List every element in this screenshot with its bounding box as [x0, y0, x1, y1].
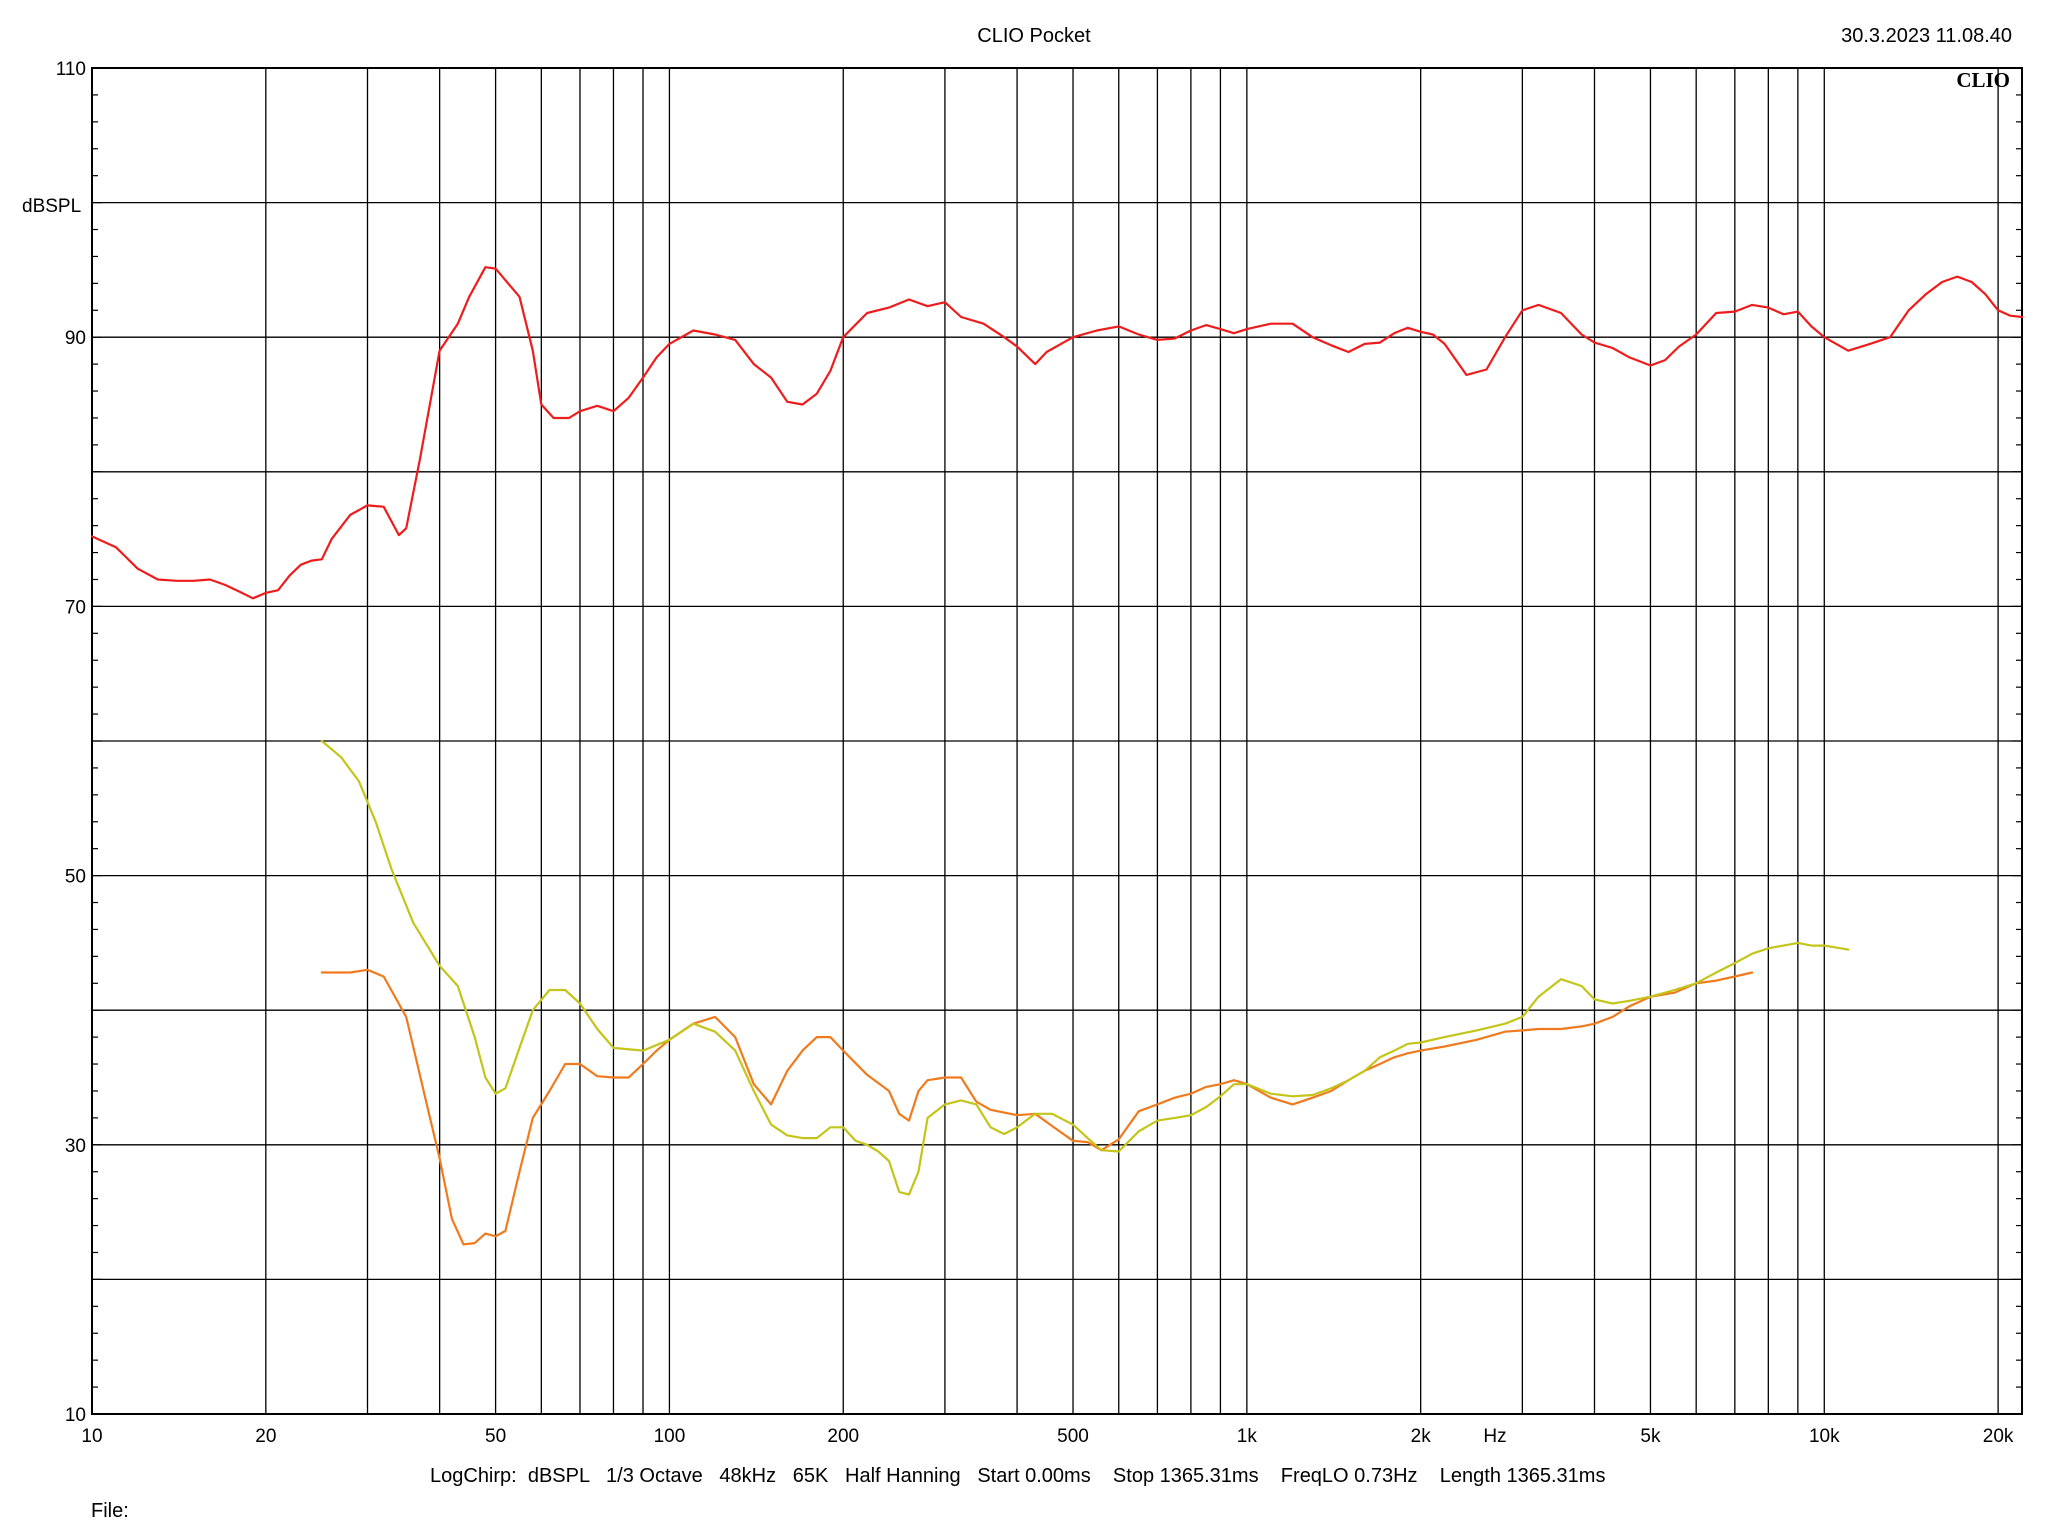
x-tick-label: 5k	[1640, 1426, 1661, 1447]
y-tick-label: 70	[65, 597, 86, 618]
x-tick-label: 10	[81, 1426, 102, 1447]
x-tick-label: 10k	[1809, 1426, 1840, 1447]
y-tick-label: 10	[65, 1405, 86, 1426]
clio-logo: CLIO	[1956, 68, 2010, 92]
series-layer	[90, 266, 2024, 1246]
chart-title: CLIO Pocket	[977, 25, 1091, 47]
series-line-red	[90, 266, 2024, 600]
y-tick-label: 50	[65, 867, 86, 888]
y-tick-label: 90	[65, 328, 86, 349]
y-tick-label: 30	[65, 1136, 86, 1157]
grid-layer	[92, 68, 2022, 1414]
x-tick-label: 1k	[1237, 1426, 1258, 1447]
x-tick-label: 50	[485, 1426, 506, 1447]
x-tick-label: 20k	[1983, 1426, 2014, 1447]
labels-layer: 10 20 50 100 200 500 1k 2k 5k 10k 20k 10 30 50 70 90 110	[56, 59, 2014, 1447]
y-axis-label: dBSPL	[22, 196, 81, 217]
x-tick-label: 20	[255, 1426, 276, 1447]
series-line-yellow	[320, 739, 1850, 1196]
x-tick-label: 200	[827, 1426, 859, 1447]
x-tick-label: 100	[654, 1426, 686, 1447]
series-line-orange	[320, 968, 1754, 1246]
x-tick-label: 500	[1057, 1426, 1089, 1447]
measurement-settings: LogChirp: dBSPL 1/3 Octave 48kHz 65K Hal…	[430, 1465, 1605, 1487]
x-axis-label: Hz	[1483, 1426, 1506, 1447]
y-tick-label: 110	[56, 59, 86, 80]
ticks-layer	[92, 67, 2022, 1415]
timestamp: 30.3.2023 11.08.40	[1841, 25, 2012, 47]
file-label: File:	[91, 1500, 129, 1522]
x-tick-label: 2k	[1411, 1426, 1432, 1447]
